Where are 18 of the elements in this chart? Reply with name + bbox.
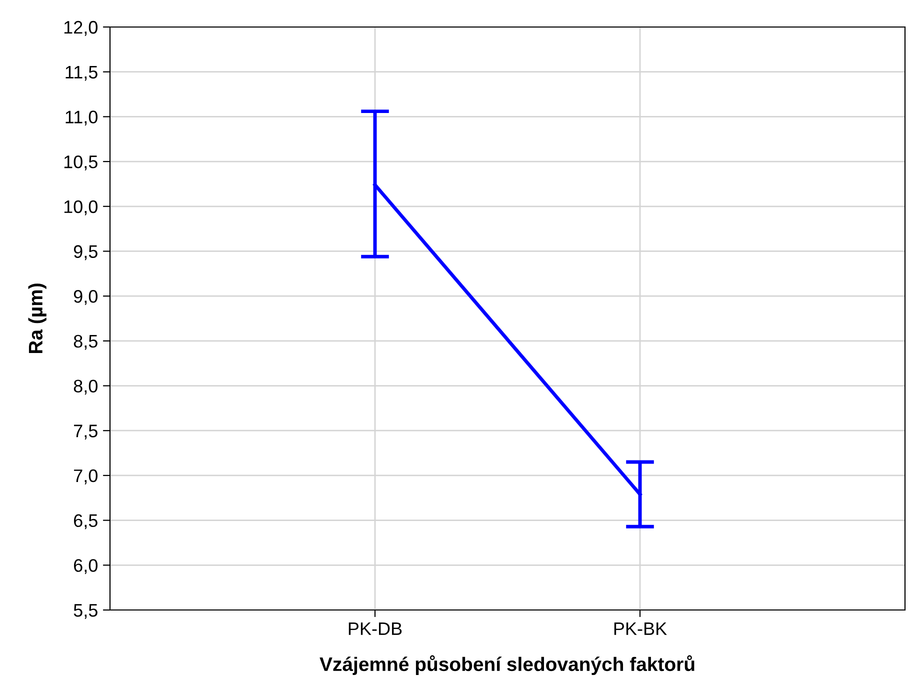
y-tick-label: 5,5: [74, 604, 98, 619]
y-axis-title: Ra (µm): [28, 284, 46, 354]
y-tick-label: 9,5: [74, 245, 98, 260]
y-tick-label: 6,0: [74, 559, 98, 574]
y-tick-label: 10,5: [64, 155, 98, 170]
y-tick-label: 11,5: [66, 66, 98, 81]
y-tick-label: 9,0: [74, 290, 98, 305]
y-tick-label: 7,0: [74, 469, 98, 484]
y-tick-label: 12,0: [64, 20, 98, 36]
y-tick-label: 8,5: [74, 334, 98, 350]
x-tick-label: PK-DB: [348, 622, 402, 635]
x-axis-title: Vzájemné působení sledovaných faktorů: [320, 655, 694, 675]
x-tick-label: PK-BK: [614, 622, 667, 635]
y-tick-label: 10,0: [64, 200, 98, 216]
y-tick-label: 8,0: [74, 380, 98, 395]
y-tick-label: 6,5: [74, 514, 98, 530]
y-tick-label: 7,5: [74, 424, 98, 440]
y-tick-label: 11,0: [66, 110, 98, 126]
